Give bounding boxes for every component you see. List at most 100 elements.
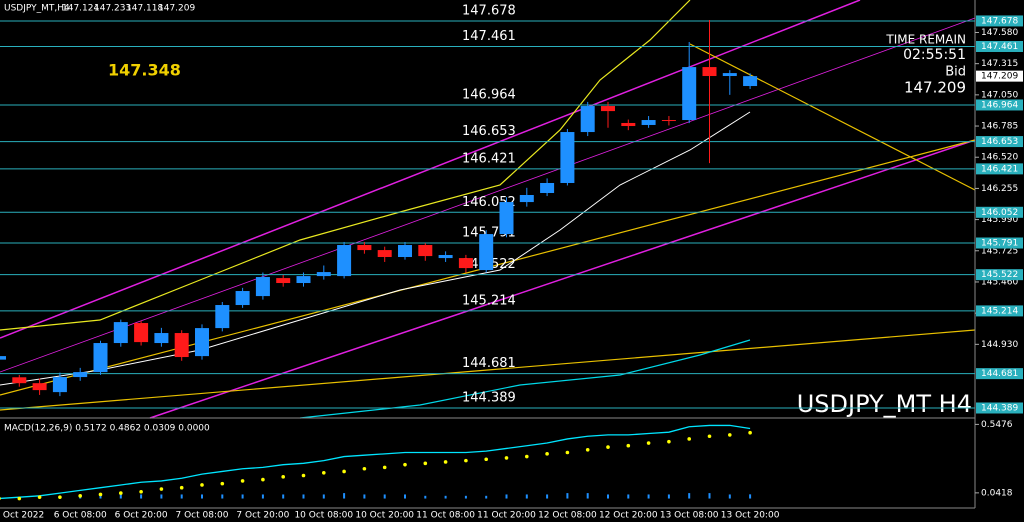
candle-body <box>519 194 534 203</box>
y-tick-label: 147.050 <box>981 90 1018 100</box>
level-axis-box <box>976 99 1023 111</box>
signal-dot <box>78 494 82 498</box>
y-tick-label: 147.580 <box>981 28 1018 38</box>
histogram-bar <box>647 494 650 499</box>
candle-body <box>0 356 6 360</box>
x-tick-label: 7 Oct 20:00 <box>236 511 289 521</box>
y-tick-label: 144.930 <box>981 340 1018 350</box>
level-label: 146.653 <box>462 124 516 139</box>
candle-body <box>438 255 453 259</box>
candle-body <box>255 277 270 297</box>
bid: 147.209 <box>904 79 966 97</box>
signal-dot <box>322 471 326 475</box>
level-axis-box <box>976 269 1023 281</box>
signal-dot <box>17 496 22 501</box>
bid-label: Bid <box>945 65 966 80</box>
x-tick-label: 10 Oct 20:00 <box>355 511 414 521</box>
histogram-bar <box>708 493 711 499</box>
candle-body <box>601 106 615 112</box>
macd-label: MACD(12,26,9) 0.5172 0.4862 0.0309 0.000… <box>4 424 210 434</box>
ohlc-low: 147.118 <box>126 4 163 14</box>
histogram-bar <box>119 494 122 499</box>
level-axis-box <box>976 402 1023 414</box>
x-tick-label: 6 Oct 08:00 <box>54 511 107 521</box>
watermark: USDJPY_MT H4 <box>797 390 972 418</box>
candle-body <box>93 343 108 373</box>
signal-dot <box>585 447 590 452</box>
candle-body <box>113 322 128 344</box>
level-axis-label: 144.389 <box>981 403 1018 413</box>
signal-dot <box>646 441 651 445</box>
time-remain: 02:55:51 <box>903 47 966 63</box>
level-label: 144.389 <box>462 390 516 405</box>
level-axis-label: 146.421 <box>981 164 1018 174</box>
y-tick-label: 147.315 <box>981 59 1018 69</box>
signal-dot <box>139 489 143 494</box>
y-tick-label: 145.725 <box>981 246 1018 256</box>
signal-dot <box>545 452 549 456</box>
candle-body <box>337 245 352 277</box>
ohlc-open: 147.124 <box>62 4 99 14</box>
histogram-bar <box>404 494 406 499</box>
y-tick-label: 0.5476 <box>981 420 1013 430</box>
candle-body <box>296 276 311 284</box>
histogram-bar <box>586 493 589 499</box>
candle-body <box>458 258 473 269</box>
level-label: 147.678 <box>462 3 516 18</box>
signal-dot <box>626 443 631 448</box>
band-line <box>0 0 691 331</box>
level-axis-label: 145.522 <box>981 270 1018 280</box>
level-axis-box <box>976 305 1023 317</box>
candle-body <box>398 245 412 258</box>
signal-dot <box>301 473 306 478</box>
candle-body <box>560 132 575 183</box>
histogram-bar <box>607 494 609 499</box>
candle-body <box>215 305 230 329</box>
ohlc-high: 147.233 <box>94 4 131 14</box>
level-axis-box <box>976 136 1023 148</box>
signal-dot <box>362 466 367 471</box>
channel-line <box>0 17 976 373</box>
histogram-bar <box>667 494 670 499</box>
y-tick-label: 0.0418 <box>981 488 1013 498</box>
signal-dot <box>504 456 509 460</box>
signal-dot <box>423 461 428 466</box>
level-axis-box <box>976 163 1023 175</box>
trend-lines <box>0 0 976 419</box>
current-price-box <box>976 70 1023 82</box>
histogram-bar <box>424 495 427 499</box>
candle-body <box>682 67 697 121</box>
candle-body <box>316 272 331 277</box>
histogram-bar <box>749 494 752 499</box>
y-tick-label: 146.255 <box>981 184 1018 194</box>
candle-body <box>154 333 169 344</box>
x-tick-label: 12 Oct 20:00 <box>599 511 658 521</box>
signal-dot <box>261 477 265 482</box>
candle-body <box>276 278 291 284</box>
signal-dot <box>281 475 286 479</box>
signal-dot <box>200 483 204 487</box>
candle-body <box>73 372 88 378</box>
signal-dot <box>98 492 103 497</box>
level-label: 145.214 <box>462 293 516 308</box>
x-tick-label: 13 Oct 08:00 <box>660 511 719 521</box>
header: USDJPY_MT,H4 147.124 147.233 147.118 147… <box>4 4 195 14</box>
histogram-bar <box>180 494 183 499</box>
candle-body <box>641 120 656 125</box>
y-tick-label: 145.990 <box>981 215 1018 225</box>
candle-body <box>377 250 392 258</box>
histogram-bar <box>505 494 508 499</box>
histogram-bar <box>201 494 203 499</box>
x-tick-label: 11 Oct 20:00 <box>477 511 536 521</box>
y-tick-label: 146.785 <box>981 122 1018 132</box>
histogram-bar <box>322 494 325 499</box>
x-tick-label: 12 Oct 08:00 <box>538 511 597 521</box>
level-axis-box <box>976 368 1023 380</box>
trend-line <box>689 43 976 191</box>
signal-dot <box>687 437 691 441</box>
histogram-bar <box>241 494 244 499</box>
level-label: 146.421 <box>462 151 516 166</box>
candle-body <box>32 383 47 391</box>
ohlc-close: 147.209 <box>158 4 195 14</box>
